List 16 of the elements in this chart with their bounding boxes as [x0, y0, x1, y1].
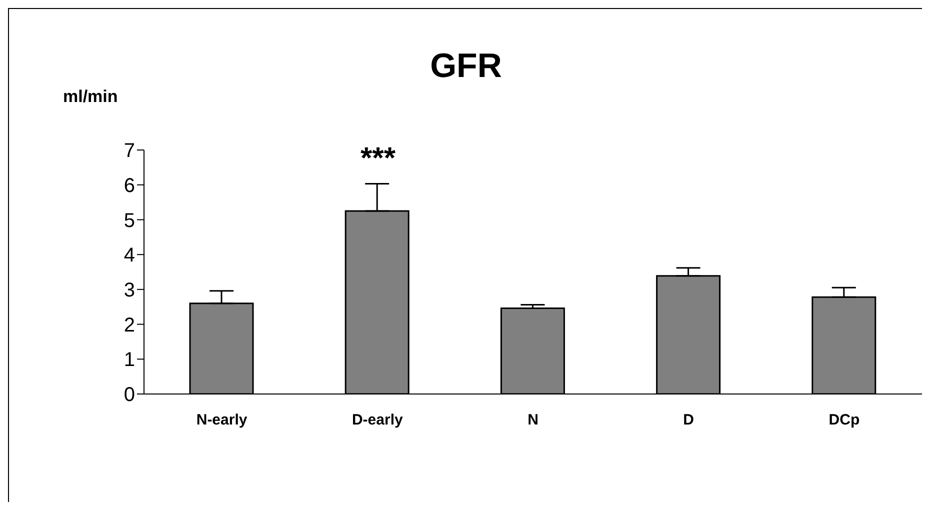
chart-title: GFR — [429, 47, 503, 86]
y-tick-label: 1 — [124, 349, 135, 372]
y-tick-label: 0 — [124, 384, 135, 406]
x-tick-label: DCp — [828, 412, 860, 429]
annotation: *** — [359, 142, 397, 176]
y-axis-title: ml/min — [63, 87, 118, 107]
x-tick-label: D-early — [352, 412, 404, 429]
y-tick-label: 2 — [124, 314, 135, 336]
y-tick-label: 6 — [124, 174, 135, 197]
y-tick-label: 7 — [124, 140, 135, 162]
x-tick-label: N — [528, 412, 538, 429]
y-tick-label: 4 — [124, 244, 135, 267]
x-tick-label: D — [683, 412, 694, 429]
y-tick-label: 3 — [124, 280, 135, 302]
y-tick-label: 5 — [124, 210, 135, 232]
x-tick-label: N-early — [196, 412, 248, 429]
